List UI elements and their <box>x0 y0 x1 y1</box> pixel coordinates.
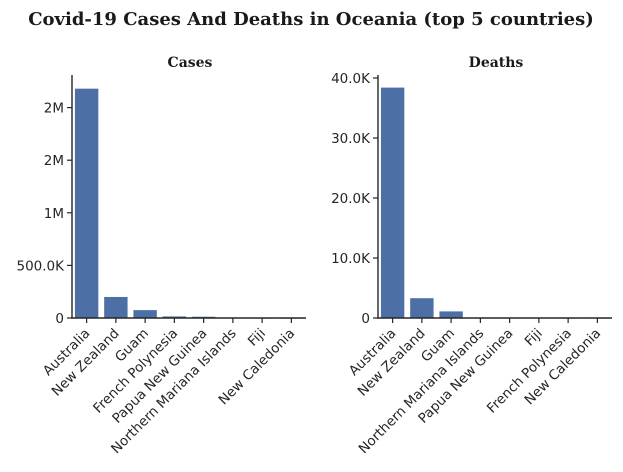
deaths-bar-2 <box>439 311 463 318</box>
cases-y-tick-label-4: 2M <box>44 101 64 117</box>
deaths-chart-panel: Deaths 010.0K20.0K30.0K40.0KAustraliaNew… <box>331 55 612 457</box>
cases-bar-1 <box>104 296 128 318</box>
cases-y-tick-label-2: 1M <box>44 206 64 222</box>
cases-bar-3 <box>162 316 187 318</box>
deaths-y-tick-label-4: 40.0K <box>331 71 371 87</box>
deaths-y-tick-label-3: 30.0K <box>331 131 371 147</box>
cases-y-tick-label-0: 0 <box>55 311 64 327</box>
deaths-y-tick-label-1: 10.0K <box>331 251 371 267</box>
deaths-bar-1 <box>410 298 434 318</box>
deaths-chart-title: Deaths <box>469 55 524 71</box>
cases-y-tick-label-3: 2M <box>44 153 64 169</box>
cases-chart-title: Cases <box>168 55 213 71</box>
deaths-y-tick-label-0: 0 <box>361 311 370 327</box>
deaths-y-tick-label-2: 20.0K <box>331 191 371 207</box>
deaths-bar-0 <box>380 87 405 318</box>
figure-title: Covid-19 Cases And Deaths in Oceania (to… <box>28 9 594 30</box>
cases-bar-2 <box>133 310 157 318</box>
cases-y-tick-label-1: 500.0K <box>16 258 65 274</box>
cases-bar-0 <box>74 88 99 318</box>
